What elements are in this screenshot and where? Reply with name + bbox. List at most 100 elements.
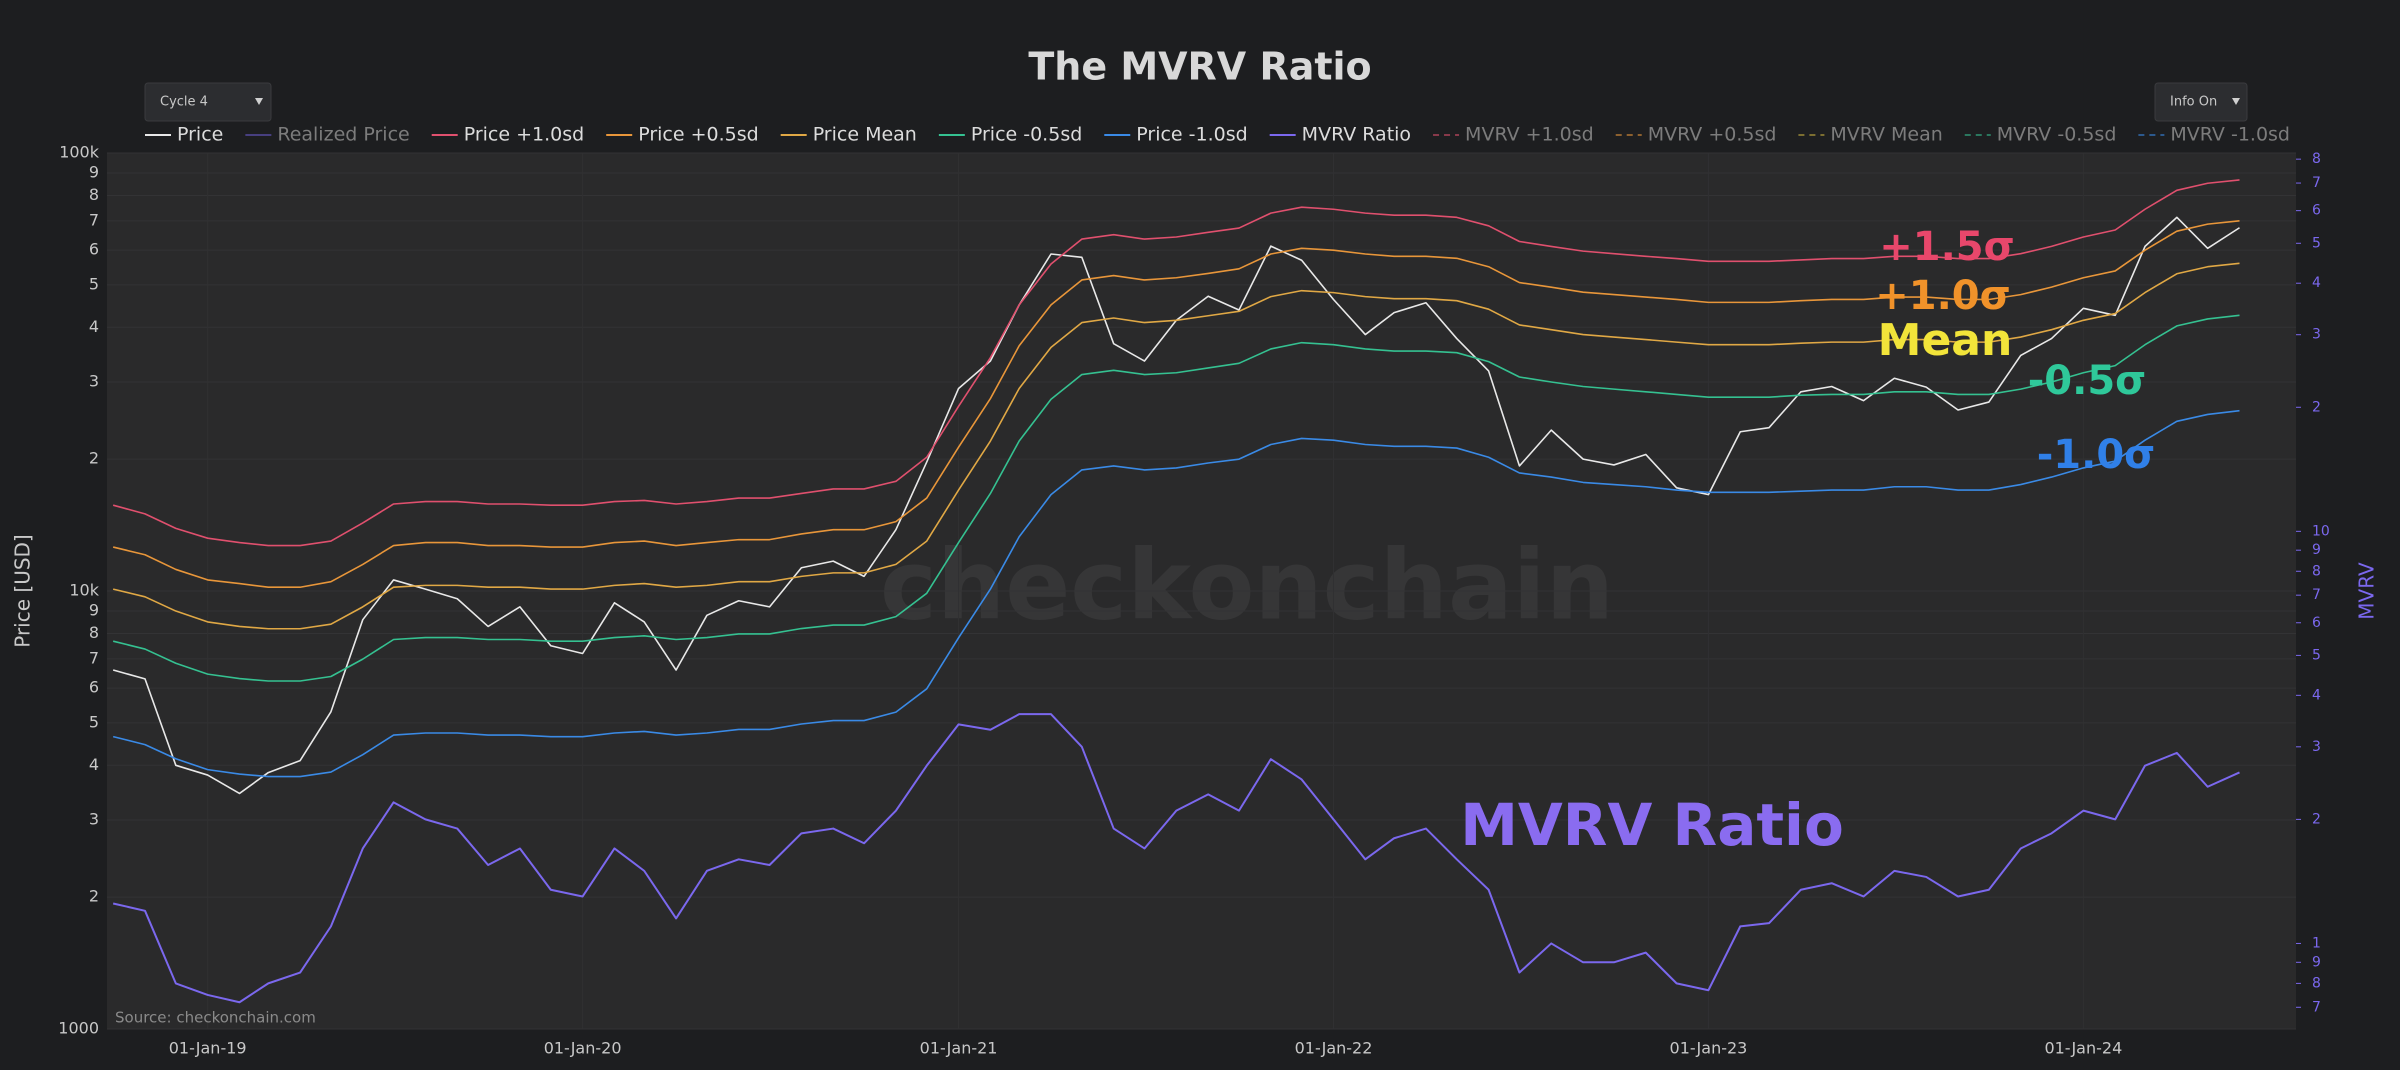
y-tick-label: 4: [89, 317, 99, 336]
y-tick-label: 4: [89, 755, 99, 774]
legend-label: MVRV +0.5sd: [1648, 124, 1777, 146]
info-dropdown[interactable]: Info On: [2154, 82, 2248, 122]
dropdown-box[interactable]: [144, 82, 272, 122]
series-line: [112, 220, 2240, 589]
x-tick-label: 01-Jan-24: [2044, 1039, 2122, 1058]
legend-item[interactable]: MVRV -0.5sd: [1964, 124, 2117, 146]
y2-tick-label: 8: [2312, 975, 2321, 991]
y-tick-label: 2: [89, 449, 99, 468]
legend-label: Price -0.5sd: [971, 124, 1082, 146]
chart-title: The MVRV Ratio: [1028, 45, 1371, 89]
x-tick-label: 01-Jan-20: [544, 1039, 622, 1058]
y2-tick-label: 5: [2312, 235, 2321, 251]
y2-tick-label: 3: [2312, 739, 2321, 755]
y-tick-label: 7: [89, 648, 99, 667]
y2-tick-label: 7: [2312, 175, 2321, 191]
y-tick-label: 100k: [59, 143, 100, 162]
plot: [107, 152, 2296, 1030]
annotation: MVRV Ratio: [1460, 791, 1844, 859]
y-tick-label: 7: [89, 210, 99, 229]
y2-axis-title: MVRV: [2355, 562, 2379, 620]
legend-item[interactable]: MVRV -1.0sd: [2138, 124, 2290, 146]
y-tick-label: 6: [89, 678, 99, 697]
dropdown-label[interactable]: Info On: [2170, 95, 2217, 110]
series-line: [112, 409, 2240, 778]
y2-tick-label: 1: [2312, 935, 2321, 951]
y2-tick-label: 8: [2312, 563, 2321, 579]
legend-item[interactable]: Price: [145, 124, 223, 146]
watermark: checkonchain: [880, 529, 1614, 641]
legend-label: Price +1.0sd: [464, 124, 585, 146]
y-tick-label: 5: [89, 712, 99, 731]
legend-label: MVRV -1.0sd: [2170, 124, 2290, 146]
y-axis-title: Price [USD]: [11, 534, 35, 648]
legend-label: Price -1.0sd: [1136, 124, 1247, 146]
series-line: [112, 179, 2240, 547]
y2-tick-label: 5: [2312, 647, 2321, 663]
annotation: -0.5σ: [2028, 358, 2147, 404]
y2-tick-label: 2: [2312, 399, 2321, 415]
source-note: Source: checkonchain.com: [115, 1009, 316, 1027]
legend-item[interactable]: MVRV +0.5sd: [1615, 124, 1777, 146]
x-tick-label: 01-Jan-22: [1295, 1039, 1373, 1058]
legend-label: Price +0.5sd: [638, 124, 759, 146]
y2-tick-label: 7: [2312, 999, 2321, 1015]
legend-item[interactable]: MVRV Mean: [1798, 124, 1943, 146]
legend: Price Realized Price Price +1.0sd Price +0.…: [145, 124, 2290, 146]
y-tick-label: 8: [89, 623, 99, 642]
legend-item[interactable]: Price -1.0sd: [1104, 124, 1248, 146]
y-tick-label: 5: [89, 274, 99, 293]
legend-label: MVRV Ratio: [1302, 124, 1411, 146]
legend-item[interactable]: Realized Price: [245, 124, 410, 146]
legend-item[interactable]: Price +0.5sd: [606, 124, 759, 146]
y-tick-label: 9: [89, 601, 99, 620]
legend-label: MVRV Mean: [1830, 124, 1942, 146]
y-tick-label: 10k: [69, 581, 99, 600]
legend-label: Realized Price: [277, 124, 409, 146]
y2-tick-label: 6: [2312, 615, 2321, 631]
legend-item[interactable]: Price +1.0sd: [431, 124, 585, 146]
series-line: [112, 262, 2240, 630]
legend-item[interactable]: Price -0.5sd: [938, 124, 1082, 146]
y2-tick-label: 3: [2312, 327, 2321, 343]
dropdown-box[interactable]: [2154, 82, 2248, 122]
legend-label: Price: [177, 124, 223, 146]
annotation: -1.0σ: [2037, 432, 2156, 478]
series-line: [112, 314, 2240, 682]
x-tick-label: 01-Jan-23: [1670, 1039, 1748, 1058]
x-tick-label: 01-Jan-21: [920, 1039, 998, 1058]
y-tick-label: 9: [89, 163, 99, 182]
dropdown-arrow[interactable]: [255, 98, 263, 105]
y-tick-label: 1000: [58, 1019, 99, 1038]
dropdown-arrow[interactable]: [2232, 98, 2240, 105]
annotation: Mean: [1878, 315, 2013, 366]
annotation: +1.0σ: [1875, 273, 2011, 319]
legend-item[interactable]: Price Mean: [780, 124, 917, 146]
dropdown-label[interactable]: Cycle 4: [160, 95, 208, 110]
y-tick-label: 3: [89, 372, 99, 391]
y-tick-label: 3: [89, 810, 99, 829]
y2-tick-label: 2: [2312, 811, 2321, 827]
legend-label: Price Mean: [813, 124, 917, 146]
y2-tick-label: 6: [2312, 203, 2321, 219]
y-tick-label: 2: [89, 887, 99, 906]
y2-tick-label: 4: [2312, 687, 2321, 703]
cycle-dropdown[interactable]: Cycle 4: [144, 82, 272, 122]
legend-label: MVRV +1.0sd: [1465, 124, 1594, 146]
y2-tick-label: 10: [2312, 523, 2330, 539]
y2-tick-label: 4: [2312, 275, 2321, 291]
legend-label: MVRV -0.5sd: [1997, 124, 2117, 146]
y2-tick-label: 9: [2312, 542, 2321, 558]
y-tick-label: 6: [89, 240, 99, 259]
legend-item[interactable]: MVRV Ratio: [1269, 124, 1411, 146]
annotation: +1.5σ: [1879, 224, 2015, 270]
y2-tick-label: 9: [2312, 954, 2321, 970]
legend-item[interactable]: MVRV +1.0sd: [1433, 124, 1594, 146]
series-line: [112, 713, 2240, 1004]
x-tick-label: 01-Jan-19: [169, 1039, 247, 1058]
y2-tick-label: 8: [2312, 151, 2321, 167]
y2-tick-label: 7: [2312, 587, 2321, 603]
y-tick-label: 8: [89, 185, 99, 204]
